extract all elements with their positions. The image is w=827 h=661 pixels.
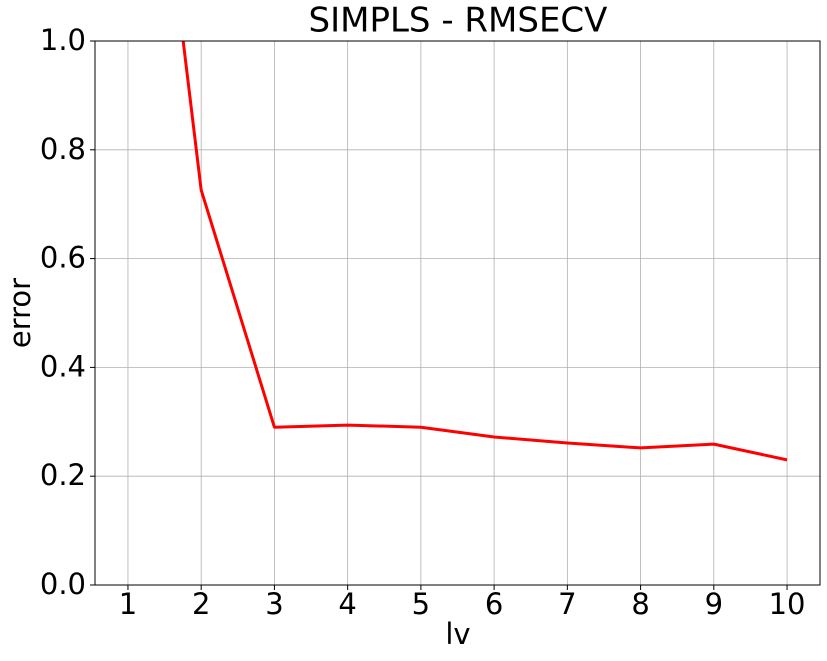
x-axis-label: lv	[445, 617, 470, 651]
y-tick-label: 0.6	[40, 241, 86, 275]
y-tick-label: 0.8	[40, 132, 86, 166]
x-tick-label: 1	[119, 587, 137, 621]
x-tick-label: 7	[558, 587, 576, 621]
y-tick-label: 0.2	[40, 458, 86, 492]
chart-title: SIMPLS - RMSECV	[309, 1, 608, 41]
y-tick-label: 0.0	[40, 567, 86, 601]
x-tick-label: 5	[412, 587, 430, 621]
x-tick-label: 9	[705, 587, 723, 621]
data-line	[181, 41, 788, 462]
x-tick-label: 10	[769, 587, 806, 621]
x-tick-label: 3	[265, 587, 283, 621]
x-tick-label: 2	[192, 587, 210, 621]
y-axis-label: error	[3, 278, 37, 348]
y-tick-label: 0.4	[40, 349, 86, 383]
y-tick-label: 1.0	[40, 23, 86, 57]
x-tick-label: 8	[631, 587, 649, 621]
plot-frame	[94, 40, 821, 586]
x-tick-label: 6	[485, 587, 503, 621]
x-tick-label: 4	[338, 587, 356, 621]
